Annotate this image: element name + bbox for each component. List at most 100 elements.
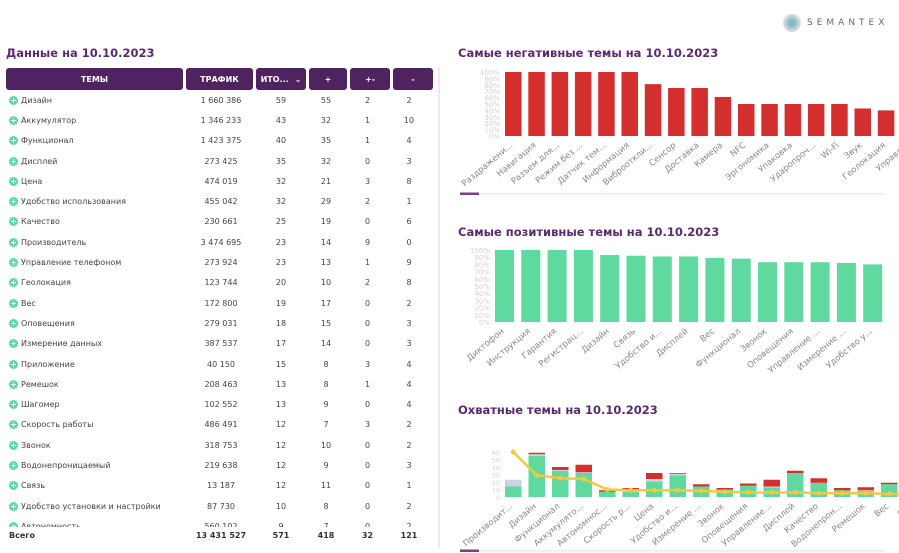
bar	[573, 250, 593, 322]
expand-plus-icon[interactable]: +	[9, 176, 18, 186]
topic-name: + Качество	[6, 217, 186, 227]
topic-name: + Звонок	[6, 440, 186, 450]
traffic-value: 1 660 386	[200, 95, 242, 105]
bar-neutral	[763, 486, 780, 488]
table-row[interactable]: + Водонепроницаемый 219 638 12 9 0 3	[6, 455, 434, 475]
table-row[interactable]: + Связь 13 187 12 11 0 1	[6, 476, 434, 496]
expand-plus-icon[interactable]: +	[9, 481, 18, 491]
header-traffic[interactable]: ТРАФИК	[186, 68, 253, 90]
table-row[interactable]: + Ремешок 208 463 13 8 1 4	[6, 374, 434, 394]
table-row[interactable]: + Удобство установки и настройки 87 730 10 8…	[6, 496, 434, 516]
positive-value: 32	[320, 156, 332, 166]
table-row[interactable]: + Удобство использования 455 042 32 29 2 1	[6, 191, 434, 211]
x-tick-label: Вес	[698, 326, 717, 344]
expand-plus-icon[interactable]: +	[9, 460, 18, 470]
header-total[interactable]: ИТО... ⌄	[256, 68, 306, 90]
expand-plus-icon[interactable]: +	[9, 258, 18, 268]
table-row[interactable]: + Вес 172 800 19 17 0 2	[6, 293, 434, 313]
y-tick-label: 50%	[474, 283, 490, 291]
table-row[interactable]: + Качество 230 661 25 19 0 6	[6, 212, 434, 232]
expand-plus-icon[interactable]: +	[9, 278, 18, 288]
neutral-value: 3	[364, 420, 371, 430]
bar-positive	[669, 475, 686, 497]
expand-plus-icon[interactable]: +	[9, 197, 18, 207]
header-topics[interactable]: ТЕМЫ	[6, 68, 183, 90]
expand-plus-icon[interactable]: +	[9, 379, 18, 389]
bar-negative	[740, 483, 757, 486]
expand-plus-icon[interactable]: +	[9, 440, 18, 450]
traffic-value: 123 744	[204, 278, 238, 288]
logo-text: SEMANTEX	[807, 18, 889, 28]
table-total-row: Всего 13 431 527 571 418 32 121	[6, 528, 429, 542]
bar	[863, 264, 883, 322]
expand-plus-icon[interactable]: +	[9, 501, 18, 511]
total-label: Всего	[9, 530, 35, 540]
expand-plus-icon[interactable]: +	[9, 339, 18, 349]
traffic-point	[604, 487, 610, 492]
table-row[interactable]: + Измерение данных 387 537 17 14 0 3	[6, 334, 434, 354]
table-row[interactable]: + Функционал 1 423 375 40 35 1 4	[6, 131, 434, 151]
chevron-down-icon[interactable]: ⌄	[294, 74, 302, 84]
logo-mark-icon	[783, 14, 801, 32]
table-row[interactable]: + Управление телефоном 273 924 23 13 1 9	[6, 252, 434, 272]
bar-negative	[834, 488, 851, 491]
neutral-value: 0	[364, 481, 371, 491]
expand-plus-icon[interactable]: +	[9, 156, 18, 166]
table-row[interactable]: + Цена 474 019 32 21 3 8	[6, 171, 434, 191]
topic-label: Измерение данных	[21, 339, 103, 349]
expand-plus-icon[interactable]: +	[9, 95, 18, 105]
header-positive[interactable]: +	[309, 68, 347, 90]
topic-name: + Автономность	[6, 521, 186, 527]
table-row[interactable]: + Геолокация 123 744 20 10 2 8	[6, 273, 434, 293]
topic-name: + Дизайн	[6, 95, 186, 105]
y-tick-label: 60	[492, 449, 500, 457]
expand-plus-icon[interactable]: +	[9, 115, 18, 125]
traffic-value: 208 463	[204, 379, 238, 389]
table-row[interactable]: + Скорость работы 486 491 12 7 3 2	[6, 415, 434, 435]
coverage-chart-title: Охватные темы на 10.10.2023	[458, 403, 658, 417]
traffic-point	[675, 487, 681, 493]
bar	[784, 262, 804, 322]
neutral-value: 3	[364, 176, 371, 186]
traffic-value: 486 491	[204, 420, 238, 430]
expand-plus-icon[interactable]: +	[9, 237, 18, 247]
table-row[interactable]: + Дизайн 1 660 386 59 55 2 2	[6, 90, 434, 110]
expand-plus-icon[interactable]: +	[9, 420, 18, 430]
bar-neutral	[575, 472, 592, 473]
traffic-value: 387 537	[204, 339, 238, 349]
table-row[interactable]: + Приложение 40 150 15 8 3 4	[6, 354, 434, 374]
table-row[interactable]: + Аккумулятор 1 346 233 43 32 1 10	[6, 110, 434, 130]
expand-plus-icon[interactable]: +	[9, 217, 18, 227]
expand-plus-icon[interactable]: +	[9, 298, 18, 308]
table-row[interactable]: + Дисплей 273 425 35 32 0 3	[6, 151, 434, 171]
bar-neutral	[669, 473, 686, 476]
y-tick-label: 20%	[484, 120, 500, 128]
table-body[interactable]: + Дизайн 1 660 386 59 55 2 2 + Аккумулятор 1 346 …	[6, 90, 434, 527]
bar-positive	[505, 486, 522, 497]
table-row[interactable]: + Оповещения 279 031 18 15 0 3	[6, 313, 434, 333]
negative-value: 3	[406, 318, 412, 328]
expand-plus-icon[interactable]: +	[9, 318, 18, 328]
header-negative[interactable]: -	[393, 68, 433, 90]
expand-plus-icon[interactable]: +	[9, 359, 18, 369]
expand-plus-icon[interactable]: +	[9, 400, 18, 410]
expand-plus-icon[interactable]: +	[9, 136, 18, 146]
neutral-value: 2	[364, 197, 371, 207]
neutral-value: 0	[364, 501, 371, 511]
bar	[621, 72, 638, 136]
bar	[831, 104, 848, 136]
table-row[interactable]: + Производитель 3 474 695 23 14 9 0	[6, 232, 434, 252]
table-row[interactable]: + Шагомер 102 552 13 9 0 4	[6, 394, 434, 414]
table-row[interactable]: + Звонок 318 753 12 10 0 2	[6, 435, 434, 455]
bar-negative	[787, 470, 804, 473]
table-title: Данные на 10.10.2023	[6, 46, 155, 60]
positive-value: 8	[323, 359, 329, 369]
y-tick-label: 90%	[484, 75, 500, 83]
topic-name: + Функционал	[6, 136, 186, 146]
header-neutral[interactable]: +-	[350, 68, 390, 90]
neutral-value: 0	[364, 400, 371, 410]
expand-plus-icon[interactable]: +	[9, 521, 18, 527]
table-row[interactable]: + Автономность 560 102 9 7 0 2	[6, 516, 434, 527]
traffic-point	[886, 491, 892, 497]
traffic-point	[651, 487, 657, 493]
